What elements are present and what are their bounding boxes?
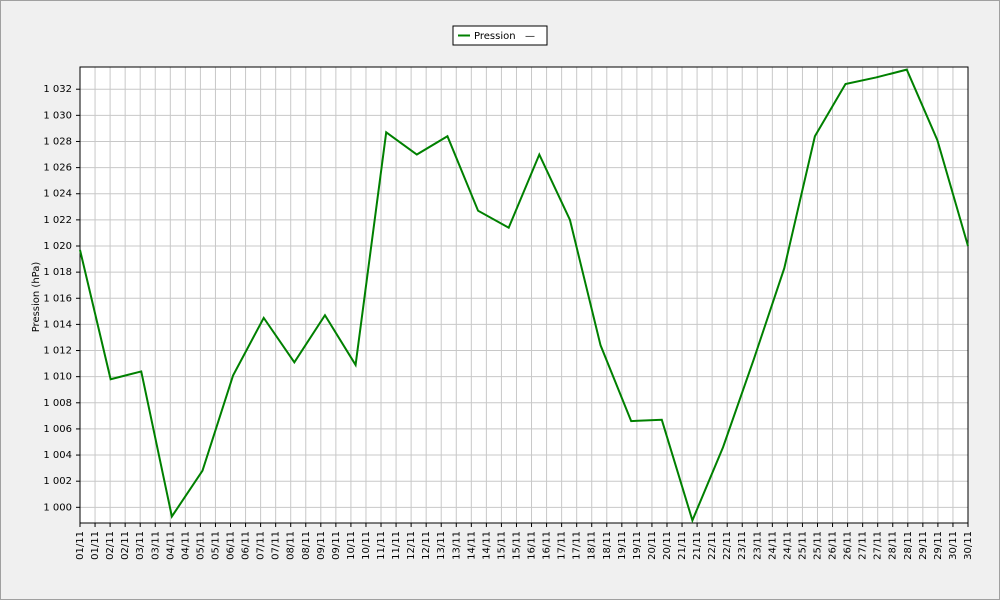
x-tick-label: 04/11 xyxy=(165,531,176,560)
y-tick-label: 1 004 xyxy=(43,450,72,461)
x-tick-label: 26/11 xyxy=(828,531,839,560)
x-tick-label: 10/11 xyxy=(346,531,357,560)
y-tick-label: 1 008 xyxy=(43,398,72,409)
x-tick-label: 19/11 xyxy=(632,531,643,560)
x-tick-label: 22/11 xyxy=(722,531,733,560)
x-tick-label: 30/11 xyxy=(948,531,959,560)
x-tick-label: 18/11 xyxy=(602,531,613,560)
series-line xyxy=(79,68,969,524)
x-tick-label: 06/11 xyxy=(226,531,237,560)
y-tick-label: 1 018 xyxy=(43,267,72,278)
x-tick-label: 23/11 xyxy=(752,531,763,560)
legend: Pression — xyxy=(452,25,548,46)
y-tick-label: 1 022 xyxy=(43,215,72,226)
x-tick-label: 29/11 xyxy=(918,531,929,560)
x-tick-label: 20/11 xyxy=(662,531,673,560)
x-tick-label: 11/11 xyxy=(376,531,387,560)
x-tick-label: 08/11 xyxy=(301,531,312,560)
y-tick-label: 1 030 xyxy=(43,110,72,121)
x-tick-label: 01/11 xyxy=(75,531,86,560)
x-tick-label: 11/11 xyxy=(391,531,402,560)
x-tick-label: 10/11 xyxy=(361,531,372,560)
x-tick-label: 01/11 xyxy=(90,531,101,560)
legend-box xyxy=(452,25,548,46)
x-tick-label: 03/11 xyxy=(135,531,146,560)
x-tick-label: 27/11 xyxy=(873,531,884,560)
x-tick-label: 05/11 xyxy=(210,531,221,560)
x-tick-label: 07/11 xyxy=(256,531,267,560)
x-tick-label: 26/11 xyxy=(843,531,854,560)
legend-suffix: — xyxy=(525,31,535,42)
x-tick-label: 02/11 xyxy=(105,531,116,560)
y-tick-label: 1 000 xyxy=(43,502,72,513)
x-tick-label: 21/11 xyxy=(677,531,688,560)
y-tick-label: 1 016 xyxy=(43,293,72,304)
x-tick-label: 13/11 xyxy=(436,531,447,560)
x-tick-label: 28/11 xyxy=(903,531,914,560)
x-tick-label: 06/11 xyxy=(241,531,252,560)
x-tick-label: 03/11 xyxy=(150,531,161,560)
y-tick-label: 1 028 xyxy=(43,136,72,147)
y-tick-label: 1 032 xyxy=(43,84,72,95)
x-tick-label: 20/11 xyxy=(647,531,658,560)
plot-border xyxy=(79,66,969,524)
x-tick-label: 12/11 xyxy=(406,531,417,560)
x-tick-label: 04/11 xyxy=(180,531,191,560)
x-tick-label: 21/11 xyxy=(692,531,703,560)
x-tick-label: 18/11 xyxy=(587,531,598,560)
y-tick-label: 1 020 xyxy=(43,241,72,252)
x-tick-label: 09/11 xyxy=(331,531,342,560)
x-tick-label: 09/11 xyxy=(316,531,327,560)
x-tick-label: 08/11 xyxy=(286,531,297,560)
y-tick-label: 1 014 xyxy=(43,319,72,330)
y-tick-label: 1 002 xyxy=(43,476,72,487)
x-tick-label: 17/11 xyxy=(572,531,583,560)
y-tick-label: 1 024 xyxy=(43,189,72,200)
x-tick-label: 25/11 xyxy=(812,531,823,560)
x-tick-label: 22/11 xyxy=(707,531,718,560)
x-tick-label: 24/11 xyxy=(782,531,793,560)
x-tick-label: 02/11 xyxy=(120,531,131,560)
x-tick-label: 07/11 xyxy=(271,531,282,560)
x-tick-label: 29/11 xyxy=(933,531,944,560)
x-tick-label: 14/11 xyxy=(481,531,492,560)
x-tick-label: 27/11 xyxy=(858,531,869,560)
x-tick-label: 16/11 xyxy=(542,531,553,560)
x-tick-label: 17/11 xyxy=(557,531,568,560)
x-tick-label: 12/11 xyxy=(421,531,432,560)
x-tick-label: 28/11 xyxy=(888,531,899,560)
x-tick-label: 19/11 xyxy=(617,531,628,560)
legend-label: Pression xyxy=(474,31,516,42)
x-tick-label: 15/11 xyxy=(511,531,522,560)
y-tick-label: 1 006 xyxy=(43,424,72,435)
y-tick-label: 1 010 xyxy=(43,372,72,383)
x-tick-label: 23/11 xyxy=(737,531,748,560)
x-tick-label: 16/11 xyxy=(527,531,538,560)
x-tick-label: 25/11 xyxy=(797,531,808,560)
x-tick-label: 13/11 xyxy=(451,531,462,560)
x-tick-label: 14/11 xyxy=(466,531,477,560)
y-tick-label: 1 012 xyxy=(43,346,72,357)
x-tick-label: 30/11 xyxy=(963,531,974,560)
x-tick-label: 05/11 xyxy=(195,531,206,560)
plot-area xyxy=(80,67,968,523)
x-tick-label: 15/11 xyxy=(496,531,507,560)
x-tick-label: 24/11 xyxy=(767,531,778,560)
y-tick-label: 1 026 xyxy=(43,163,72,174)
y-axis-label: Pression (hPa) xyxy=(31,262,42,333)
